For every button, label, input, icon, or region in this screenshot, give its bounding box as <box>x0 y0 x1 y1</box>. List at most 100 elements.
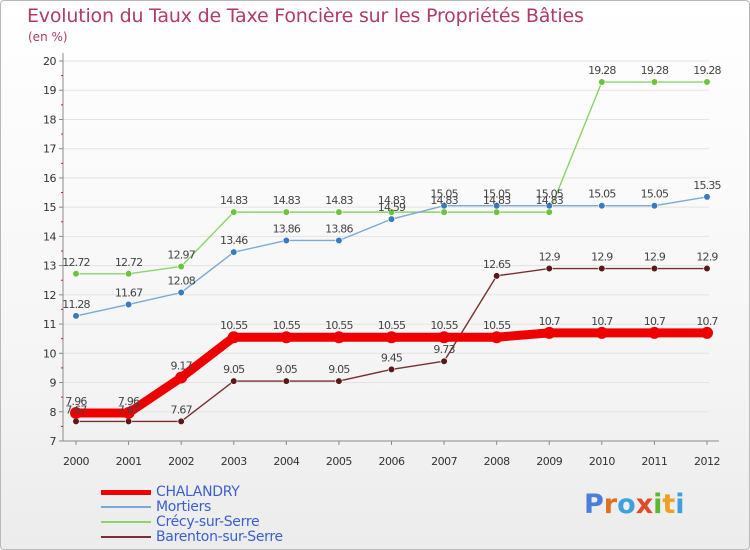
y-tick-label-16: 16 <box>43 172 56 185</box>
data-point-chalandry-2002 <box>175 371 188 384</box>
data-point-crecy-sur-serre-2003 <box>230 208 238 216</box>
data-point-barenton-sur-serre-2006 <box>387 365 396 373</box>
data-point-crecy-sur-serre-2001 <box>124 270 133 278</box>
data-label-chalandry-2007: 10.55 <box>430 319 458 332</box>
legend-label-crecy-sur-serre: Crécy-sur-Serre <box>156 514 260 530</box>
data-label-crecy-sur-serre-2010: 19.28 <box>588 64 616 77</box>
logo-letter: r <box>603 489 618 520</box>
data-label-mortiers-2000: 11.28 <box>62 298 90 311</box>
logo-letter: x <box>635 489 654 520</box>
data-label-chalandry-2006: 10.55 <box>378 319 406 332</box>
x-tick-label-2012: 2012 <box>694 455 720 468</box>
data-label-mortiers-2009: 15.05 <box>536 188 564 201</box>
data-point-mortiers-2011 <box>650 202 659 210</box>
legend-label-barenton-sur-serre: Barenton-sur-Serre <box>156 529 283 545</box>
data-label-mortiers-2007: 15.05 <box>430 188 458 201</box>
data-label-mortiers-2002: 12.08 <box>167 275 195 288</box>
x-tick-label-2001: 2001 <box>116 455 142 468</box>
y-tick-label-17: 17 <box>43 143 56 156</box>
data-label-chalandry-2011: 10.7 <box>644 315 666 328</box>
data-point-barenton-sur-serre-2012 <box>703 264 711 273</box>
y-tick-label-8: 8 <box>50 406 57 419</box>
data-point-chalandry-2010 <box>595 326 608 339</box>
x-tick-label-2009: 2009 <box>536 455 562 468</box>
data-point-crecy-sur-serre-2012 <box>703 78 711 86</box>
legend-item-chalandry: CHALANDRY <box>101 484 361 500</box>
x-tick-label-2008: 2008 <box>484 455 510 468</box>
data-label-crecy-sur-serre-2006: 14.83 <box>378 194 406 207</box>
data-label-barenton-sur-serre-2007: 9.73 <box>433 343 455 356</box>
data-point-barenton-sur-serre-2011 <box>650 264 659 273</box>
chart-title: Evolution du Taux de Taxe Foncière sur l… <box>27 5 584 27</box>
x-tick-label-2004: 2004 <box>273 455 299 468</box>
data-point-chalandry-2006 <box>385 331 398 344</box>
data-label-chalandry-2004: 10.55 <box>273 319 301 332</box>
data-label-crecy-sur-serre-2005: 14.83 <box>325 194 353 207</box>
data-label-crecy-sur-serre-2011: 19.28 <box>641 64 669 77</box>
data-point-chalandry-2001 <box>122 406 135 419</box>
data-point-mortiers-2000 <box>72 312 80 320</box>
x-tick-label-2007: 2007 <box>431 455 457 468</box>
legend-swatch-barenton-sur-serre <box>101 536 151 538</box>
data-point-chalandry-2007 <box>438 331 451 344</box>
data-point-chalandry-2000 <box>70 406 82 419</box>
data-point-chalandry-2003 <box>227 331 240 344</box>
legend-item-crecy-sur-serre: Crécy-sur-Serre <box>101 514 361 530</box>
data-label-mortiers-2005: 13.86 <box>325 222 353 235</box>
data-point-mortiers-2006 <box>387 215 396 223</box>
data-label-barenton-sur-serre-2008: 12.65 <box>483 258 511 271</box>
data-point-mortiers-2008 <box>493 202 501 210</box>
logo-letter: o <box>617 489 636 520</box>
y-tick-label-15: 15 <box>43 201 56 214</box>
data-label-chalandry-2010: 10.7 <box>591 315 613 328</box>
data-point-mortiers-2002 <box>177 288 185 297</box>
x-tick-label-2003: 2003 <box>221 455 247 468</box>
x-tick-label-2011: 2011 <box>641 455 667 468</box>
data-point-barenton-sur-serre-2001 <box>124 417 133 426</box>
legend-label-mortiers: Mortiers <box>156 499 212 515</box>
data-point-crecy-sur-serre-2011 <box>650 78 659 86</box>
y-tick-label-13: 13 <box>43 260 56 273</box>
data-label-crecy-sur-serre-2003: 14.83 <box>220 194 248 207</box>
data-label-mortiers-2010: 15.05 <box>588 188 616 201</box>
y-tick-label-14: 14 <box>43 230 56 243</box>
data-point-mortiers-2004 <box>282 236 290 245</box>
data-point-crecy-sur-serre-2000 <box>72 270 80 278</box>
data-label-crecy-sur-serre-2012: 19.28 <box>693 64 721 77</box>
data-label-mortiers-2012: 15.35 <box>693 179 721 192</box>
data-point-chalandry-2011 <box>648 326 661 339</box>
x-tick-label-2002: 2002 <box>168 455 194 468</box>
y-tick-label-20: 20 <box>43 55 56 68</box>
data-label-crecy-sur-serre-2002: 12.97 <box>167 248 195 261</box>
data-label-crecy-sur-serre-2000: 12.72 <box>62 256 90 269</box>
data-label-barenton-sur-serre-2002: 7.67 <box>171 403 193 416</box>
y-tick-label-9: 9 <box>50 377 57 390</box>
x-tick-label-2005: 2005 <box>326 455 352 468</box>
logo-letter: P <box>584 489 604 520</box>
data-label-mortiers-2001: 11.67 <box>115 286 143 299</box>
data-label-barenton-sur-serre-2011: 12.9 <box>644 251 666 264</box>
data-point-barenton-sur-serre-2009 <box>545 264 553 273</box>
data-point-mortiers-2007 <box>440 202 448 210</box>
data-label-barenton-sur-serre-2001: 7.67 <box>118 403 140 416</box>
logo-letter: i <box>653 489 663 520</box>
data-point-crecy-sur-serre-2007 <box>440 208 448 216</box>
legend-label-chalandry: CHALANDRY <box>156 484 240 500</box>
data-point-barenton-sur-serre-2010 <box>598 264 606 273</box>
data-label-chalandry-2008: 10.55 <box>483 319 511 332</box>
data-label-mortiers-2008: 15.05 <box>483 188 511 201</box>
data-label-chalandry-2005: 10.55 <box>325 319 353 332</box>
data-label-crecy-sur-serre-2008: 14.83 <box>483 194 511 207</box>
legend-swatch-crecy-sur-serre <box>101 521 151 523</box>
data-label-chalandry-2000: 7.96 <box>65 395 87 408</box>
data-point-mortiers-2005 <box>335 236 343 245</box>
data-label-barenton-sur-serre-2000: 7.67 <box>65 403 87 416</box>
data-point-crecy-sur-serre-2002 <box>177 262 185 271</box>
data-point-mortiers-2012 <box>703 193 711 201</box>
data-point-crecy-sur-serre-2008 <box>493 208 501 216</box>
data-point-crecy-sur-serre-2010 <box>598 78 606 86</box>
data-point-barenton-sur-serre-2002 <box>177 417 185 426</box>
y-axis-unit-label: (en %) <box>28 30 68 44</box>
